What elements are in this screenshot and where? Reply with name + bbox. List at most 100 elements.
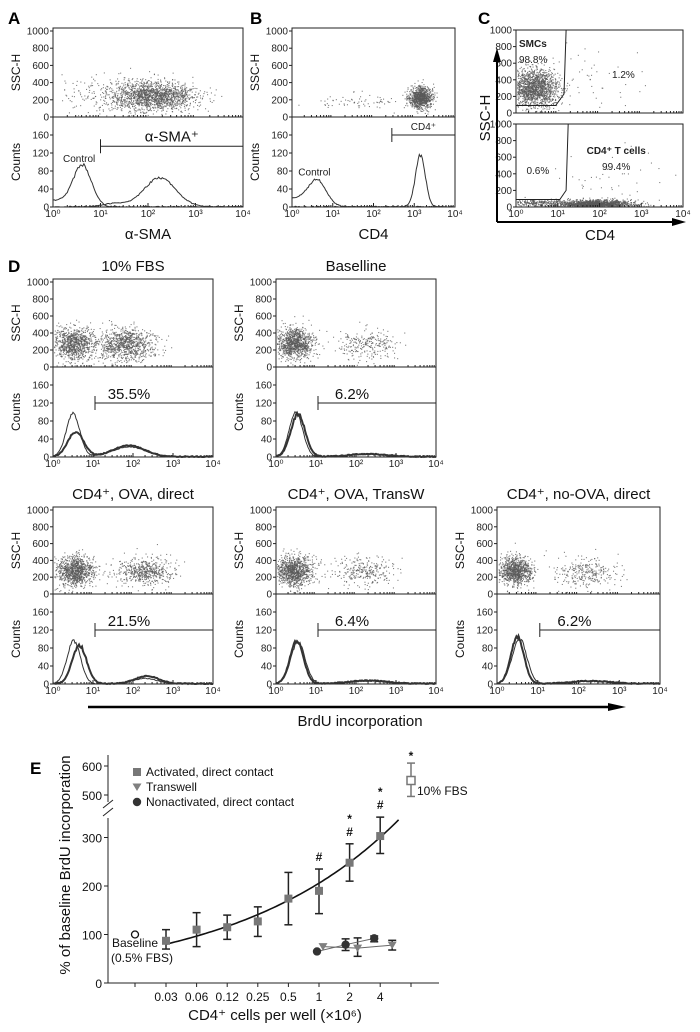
event-dot — [543, 82, 545, 84]
event-dot — [150, 90, 152, 92]
event-dot — [142, 85, 144, 87]
event-dot — [143, 82, 145, 84]
event-dot — [550, 74, 552, 76]
event-dot — [128, 92, 130, 94]
event-dot — [149, 92, 151, 94]
event-dot — [180, 103, 182, 105]
counts-axis-label: Counts — [248, 143, 262, 181]
event-dot — [412, 89, 414, 91]
event-dot — [148, 105, 150, 107]
event-dot — [533, 73, 535, 75]
event-dot — [127, 94, 129, 96]
event-dot — [209, 87, 211, 89]
event-dot — [546, 95, 548, 97]
event-dot — [539, 86, 541, 88]
event-dot — [540, 81, 542, 83]
event-dot — [136, 80, 138, 82]
event-dot — [547, 83, 549, 85]
event-dot — [114, 107, 116, 109]
event-dot — [172, 101, 174, 103]
event-dot — [358, 107, 360, 109]
event-dot — [159, 94, 161, 96]
event-dot — [559, 74, 561, 76]
event-dot — [124, 93, 126, 95]
event-dot — [142, 98, 144, 100]
event-dot — [414, 94, 416, 96]
event-dot — [534, 69, 536, 71]
event-dot — [540, 106, 542, 108]
event-dot — [591, 74, 593, 76]
event-dot — [426, 94, 428, 96]
event-dot — [115, 92, 117, 94]
event-dot — [533, 81, 535, 83]
gate-label: CD4⁺ — [411, 122, 436, 133]
event-dot — [410, 104, 412, 106]
event-dot — [140, 95, 142, 97]
y-tick-label: 600 — [32, 61, 49, 72]
event-dot — [154, 104, 156, 106]
event-dot — [524, 74, 526, 76]
event-dot — [115, 84, 117, 86]
event-dot — [641, 71, 643, 73]
event-dot — [538, 102, 540, 104]
event-dot — [543, 91, 545, 93]
event-dot — [155, 98, 157, 100]
event-dot — [129, 110, 131, 112]
event-dot — [146, 96, 148, 98]
event-dot — [128, 80, 130, 82]
event-dot — [134, 113, 136, 115]
event-dot — [118, 99, 120, 101]
event-dot — [178, 109, 180, 111]
event-dot — [526, 73, 528, 75]
event-dot — [554, 101, 556, 103]
event-dot — [73, 88, 75, 90]
event-dot — [548, 69, 550, 71]
event-dot — [140, 96, 142, 98]
event-dot — [158, 107, 160, 109]
event-dot — [151, 82, 153, 84]
event-dot — [122, 88, 124, 90]
event-dot — [409, 98, 411, 100]
event-dot — [143, 81, 145, 83]
event-dot — [136, 99, 138, 101]
event-dot — [556, 87, 558, 89]
event-dot — [119, 93, 121, 95]
event-dot — [181, 111, 183, 113]
event-dot — [549, 87, 551, 89]
event-dot — [429, 107, 431, 109]
event-dot — [163, 103, 165, 105]
event-dot — [160, 79, 162, 81]
event-dot — [168, 83, 170, 85]
event-dot — [109, 96, 111, 98]
event-dot — [526, 89, 528, 91]
event-dot — [187, 90, 189, 92]
event-dot — [134, 110, 136, 112]
event-dot — [150, 103, 152, 105]
event-dot — [420, 90, 422, 92]
event-dot — [148, 85, 150, 87]
event-dot — [520, 66, 522, 68]
event-dot — [407, 87, 409, 89]
event-dot — [518, 77, 520, 79]
event-dot — [529, 76, 531, 78]
event-dot — [103, 103, 105, 105]
event-dot — [144, 99, 146, 101]
event-dot — [87, 96, 89, 98]
event-dot — [527, 71, 529, 73]
event-dot — [148, 104, 150, 106]
event-dot — [426, 93, 428, 95]
event-dot — [531, 108, 533, 110]
event-dot — [111, 82, 113, 84]
event-dot — [139, 90, 141, 92]
event-dot — [155, 103, 157, 105]
event-dot — [408, 97, 410, 99]
y-tick-label: 80 — [277, 167, 289, 178]
event-dot — [175, 89, 177, 91]
event-dot — [105, 97, 107, 99]
event-dot — [175, 97, 177, 99]
event-dot — [522, 100, 524, 102]
event-dot — [88, 91, 90, 93]
event-dot — [162, 108, 164, 110]
event-dot — [426, 97, 428, 99]
event-dot — [176, 93, 178, 95]
